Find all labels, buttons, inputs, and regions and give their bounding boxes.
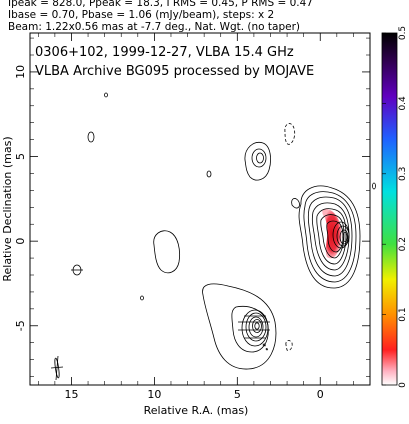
x-tick-label: 15 <box>64 388 78 401</box>
x-tick-label: 5 <box>234 388 241 401</box>
colorbar-tick-label: 0.1 <box>398 307 408 321</box>
colorbar-tick-label: 0.5 <box>398 26 408 40</box>
axis-ticks <box>30 33 371 385</box>
colorbar <box>381 32 398 386</box>
beam-line: Beam: 1.22x0.56 mas at -7.7 deg., Nat. W… <box>8 21 301 33</box>
x-tick-label: 0 <box>317 388 324 401</box>
colorbar-tick-label: 0.3 <box>398 167 408 181</box>
stats-line-1: Ipeak = 828.0, Ppeak = 18.3, I RMS = 0.4… <box>8 0 313 9</box>
x-axis-label: Relative R.A. (mas) <box>144 404 249 417</box>
colorbar-tick-labels: 0 0.1 0.2 0.3 0.4 0.5 <box>382 26 408 388</box>
jet-contours <box>202 283 277 370</box>
y-tick-labels: 10 5 0 -5 <box>14 65 27 331</box>
stats-line-2: Ibase = 0.70, Pbase = 1.06 (mJy/beam), s… <box>8 9 275 21</box>
core-contours <box>291 185 361 289</box>
y-tick-label: 0 <box>14 238 27 245</box>
colorbar-tick-label: 0 <box>398 382 408 388</box>
plot-frame <box>29 32 371 386</box>
beam-ellipse <box>50 355 64 381</box>
colorbar-tick-label: 0.2 <box>398 237 408 251</box>
y-tick-label: 10 <box>14 65 27 79</box>
chart-title: 0306+102, 1999-12-27, VLBA 15.4 GHz <box>35 45 294 60</box>
noise-contours <box>72 92 376 351</box>
colorbar-tick-label: 0.4 <box>398 96 408 111</box>
x-tick-labels: 15 10 5 0 <box>64 388 323 401</box>
x-tick-label: 10 <box>147 388 161 401</box>
y-tick-label: 5 <box>14 153 27 160</box>
negative-contours <box>284 123 296 351</box>
y-tick-label: -5 <box>14 320 27 331</box>
chart-subtitle: VLBA Archive BG095 processed by MOJAVE <box>35 64 314 79</box>
y-axis-label: Relative Declination (mas) <box>1 136 14 281</box>
